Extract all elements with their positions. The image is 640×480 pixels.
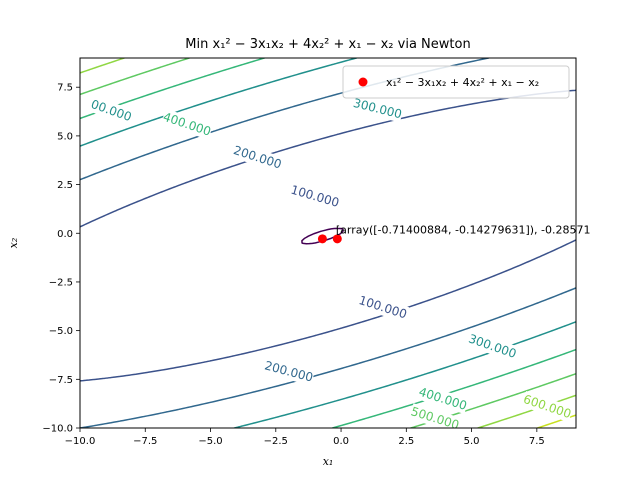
contour-label: 400.000 (161, 110, 213, 139)
contour-label-bg (466, 330, 519, 362)
y-tick-label: −7.5 (49, 375, 73, 386)
contour-label: 600.000 (522, 392, 573, 421)
contour-label-bg (408, 403, 462, 428)
plot-frame (79, 57, 577, 429)
y-tick-label: 2.5 (57, 180, 73, 191)
y-tick-label: 7.5 (57, 83, 73, 94)
contour-label: 100.000 (289, 183, 341, 210)
contour-label-bg (288, 181, 342, 211)
contour-label-bg (351, 94, 404, 123)
contour-lines (80, 58, 576, 428)
x-tick-label: −5.0 (198, 436, 222, 447)
chart-title: Min x₁² − 3x₁x₂ + 4x₂² + x₁ − x₂ via New… (185, 37, 470, 52)
legend-marker (358, 77, 368, 87)
x-tick-label: 7.5 (529, 436, 545, 447)
contour-label-bg (262, 357, 316, 386)
contour-level-200 (80, 58, 576, 428)
contour-label: 00.000 (89, 97, 133, 124)
contour-labels: 00.000 400.000300.000200.000100.000100.00… (85, 94, 574, 428)
legend-box (342, 65, 570, 99)
x-tick-label: −10.0 (65, 436, 96, 447)
contour-label-bg (85, 94, 138, 127)
x-tick-label: 2.5 (398, 436, 414, 447)
x-axis: −10.0 −7.5 −5.0 −2.5 0.0 2.5 5.0 7.5 (65, 428, 545, 447)
x-tick-label: 0.0 (333, 436, 349, 447)
x-axis-label: x₁ (323, 455, 334, 468)
y-tick-label: −10.0 (42, 424, 73, 435)
contour-label-bg (416, 383, 470, 414)
contour-label: 200.000 (232, 143, 284, 171)
x-tick-label: 5.0 (464, 436, 480, 447)
y-axis: −10.0 −7.5 −5.0 −2.5 0.0 2.5 5.0 7.5 (42, 83, 80, 435)
y-tick-label: 5.0 (57, 131, 73, 142)
data-point (332, 234, 342, 244)
contour-label-bg (160, 108, 214, 140)
contour-label-bg (356, 292, 410, 323)
point-annotation: [array([-0.71400884, -0.14279631]), -0.2… (336, 223, 591, 236)
legend: x₁² − 3x₁x₂ + 4x₂² + x₁ − x₂ (342, 65, 570, 99)
contour-label: 200.000 (263, 358, 315, 384)
y-tick-label: 0.0 (57, 229, 73, 240)
y-axis-label: x₂ (7, 238, 20, 249)
y-tick-label: −5.0 (49, 326, 73, 337)
contour-label: 300.000 (467, 331, 518, 360)
data-points (317, 234, 342, 244)
contour-level-100 (80, 89, 576, 382)
y-tick-label: −2.5 (49, 277, 73, 288)
legend-entry: x₁² − 3x₁x₂ + 4x₂² + x₁ − x₂ (386, 76, 539, 89)
contour-label: 100.000 (357, 293, 409, 321)
x-tick-label: −2.5 (264, 436, 288, 447)
data-point (317, 234, 327, 244)
contour-label: 300.000 (352, 96, 404, 122)
x-tick-label: −7.5 (133, 436, 157, 447)
contour-label-bg (231, 142, 284, 173)
contour-label-bg (521, 390, 574, 423)
